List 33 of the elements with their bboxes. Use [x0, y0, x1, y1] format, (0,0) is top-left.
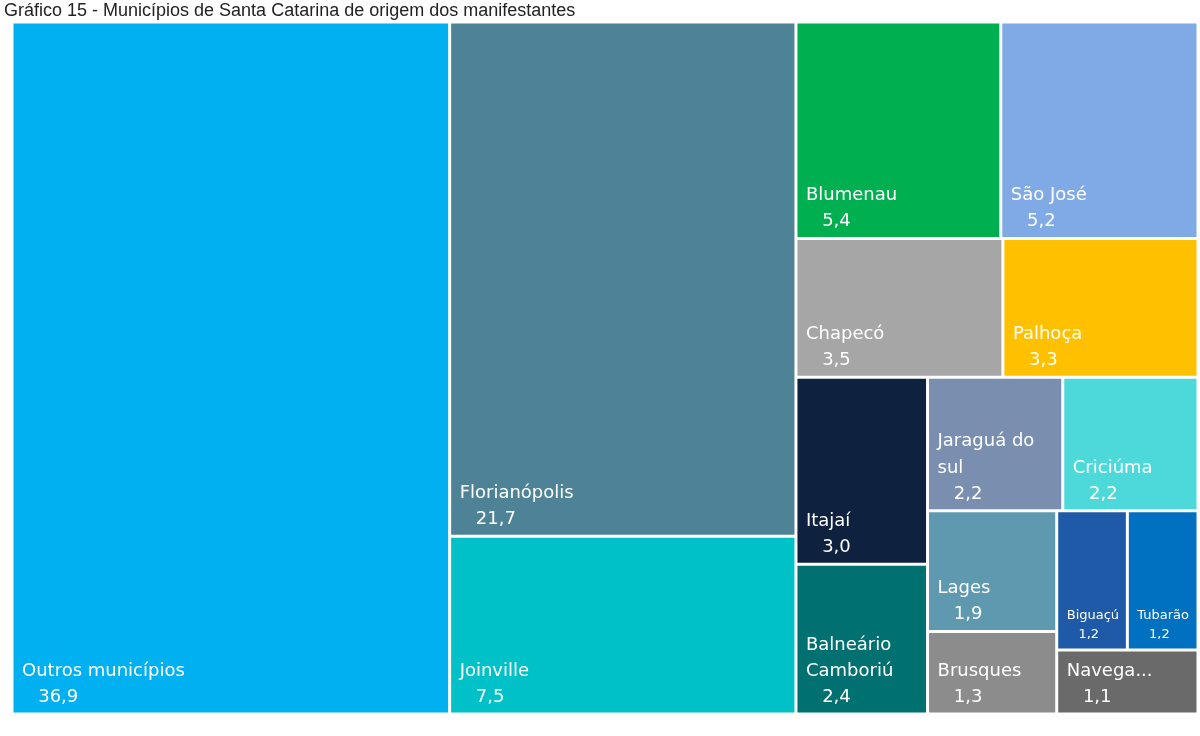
category-label: Itajaí: [805, 509, 852, 531]
category-label: São José: [1010, 183, 1087, 205]
data-label: 5,2: [1026, 209, 1056, 231]
category-label: Balneário Camboriú: [805, 632, 894, 680]
data-label: 21,7: [475, 507, 516, 529]
category-label: Chapecó: [805, 322, 885, 344]
category-label: Jaraguá do sul: [936, 429, 1035, 477]
text: Gráfico 15 - Municípios de Santa Catarina de origem dos manifestantes: [4, 0, 576, 20]
data-label: 36,9: [38, 685, 79, 706]
category-label: Joinville: [458, 658, 530, 680]
category-label: Florianópolis: [459, 481, 574, 503]
data-label: 1,2: [1078, 626, 1100, 642]
category-label: Brusques: [937, 658, 1022, 680]
category-label: Outros municípios: [22, 658, 185, 680]
category-label: Lages: [937, 576, 991, 598]
category-label: Tubarão: [1136, 607, 1190, 623]
data-label: 1,9: [953, 602, 983, 624]
category-label: Biguaçú: [1066, 607, 1120, 623]
data-label: 7,5: [475, 685, 505, 706]
data-label: 1,3: [953, 685, 983, 706]
data-label: 3,3: [1029, 348, 1058, 370]
data-label: 1,1: [1082, 685, 1112, 706]
data-label: 2,2: [1088, 481, 1118, 503]
category-label: Blumenau: [805, 183, 898, 205]
data-label: 5,4: [822, 209, 851, 231]
data-label: 3,5: [822, 348, 851, 370]
category-label: Palhoça: [1012, 322, 1083, 344]
data-label: 3,0: [822, 535, 851, 557]
data-label: 2,2: [953, 481, 983, 503]
data-label: 1,2: [1149, 626, 1170, 642]
category-label: Navega...: [1066, 658, 1153, 680]
category-label: Criciúma: [1072, 455, 1153, 477]
data-label: 2,4: [822, 685, 851, 706]
